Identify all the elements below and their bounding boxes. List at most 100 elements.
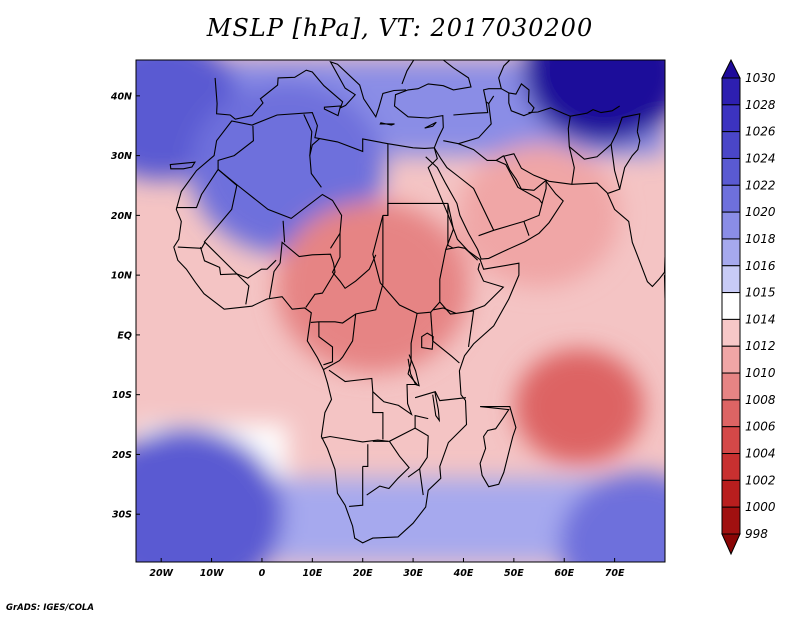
crete-coastline	[379, 122, 395, 126]
plot-frame	[135, 59, 666, 563]
country-border-48	[619, 131, 641, 190]
sicily-coastline	[323, 105, 342, 117]
colorbar-level-label: 1024	[745, 151, 776, 165]
lon-tick-label: 30E	[403, 568, 423, 579]
country-border-28	[349, 466, 364, 507]
longitude-axis: 20W 10W 0 10E 20E 30E 40E 50E 60E 70E	[149, 558, 625, 579]
country-border-29	[362, 444, 369, 467]
lon-tick-label: 10E	[302, 568, 322, 579]
colorbar-level-label: 1004	[745, 447, 776, 461]
country-border-38	[443, 103, 492, 145]
country-border-2	[303, 114, 313, 156]
colorbar-box	[721, 238, 741, 267]
country-border-46	[568, 113, 641, 160]
pressure-center-indian-ocean-high	[559, 472, 665, 562]
colorbar-level-label: 1030	[745, 71, 776, 85]
madagascar-coastline	[479, 406, 517, 488]
country-border-39	[453, 101, 489, 116]
country-border-34	[439, 301, 456, 315]
country-border-49	[482, 88, 502, 105]
coastlines	[169, 60, 665, 544]
colorbar-top-triangle	[721, 58, 741, 79]
lon-tick-label: 10W	[200, 568, 224, 579]
colorbar-box	[721, 372, 741, 401]
arabia-india-coast	[425, 153, 665, 288]
colorbar-box	[721, 479, 741, 508]
country-border-16	[282, 220, 286, 243]
southern-europe-coast	[214, 60, 407, 120]
lat-tick-label: 20N	[111, 211, 132, 222]
colorbar-box	[721, 426, 741, 455]
colorbar: 1030 1028 1026 1024 1022 1020 1018 1016 1015 1014…	[721, 58, 776, 556]
country-border-24	[445, 246, 478, 261]
colorbar-level-label: 1015	[745, 286, 776, 300]
country-border-0	[217, 168, 343, 249]
colorbar-box	[721, 77, 741, 106]
country-border-19	[328, 313, 419, 416]
country-border-27	[321, 435, 388, 443]
africa-coastline	[173, 112, 520, 544]
colorbar-box	[721, 345, 741, 374]
country-border-40	[458, 143, 505, 161]
colorbar-bottom-triangle	[721, 533, 741, 556]
country-border-18	[323, 313, 357, 371]
pressure-center-mozambique-channel-low	[514, 349, 644, 464]
colorbar-box	[721, 184, 741, 213]
colorbar-level-label: 1026	[745, 125, 776, 139]
colorbar-level-label: 1014	[745, 312, 776, 326]
colorbar-box	[721, 131, 741, 159]
pressure-center-central-africa-trough	[276, 201, 470, 374]
country-border-42	[478, 229, 494, 237]
pressure-center-asian-high	[523, 60, 665, 144]
grads-credit: GrADS: IGES/COLA	[6, 603, 94, 613]
lon-tick-label: 20E	[353, 568, 373, 579]
lon-tick-label: 70E	[605, 568, 625, 579]
colorbar-level-label: 998	[745, 527, 768, 541]
latitude-axis: 40N 30N 20N 10N EQ 10S 20S 30S	[110, 91, 140, 521]
levant-turkey-coast	[393, 60, 472, 149]
pressure-field	[136, 60, 665, 562]
country-border-3	[309, 137, 322, 188]
country-border-30	[366, 440, 410, 496]
lon-tick-label: 60E	[554, 568, 574, 579]
lat-tick-label: 30S	[112, 510, 132, 521]
country-border-1	[217, 125, 254, 170]
lon-tick-label: 40E	[453, 568, 474, 579]
colorbar-box	[721, 211, 741, 240]
caspian-sea-coast	[498, 60, 535, 117]
country-border-33	[414, 414, 429, 429]
country-border-43	[523, 221, 530, 236]
country-border-12	[199, 246, 250, 305]
colorbar-box	[721, 506, 741, 535]
country-border-23	[468, 263, 505, 313]
country-border-9	[279, 241, 336, 308]
black-sea-west-coast	[401, 60, 415, 85]
lon-tick-label: 20W	[149, 568, 173, 579]
colorbar-box	[721, 318, 741, 347]
country-border-22	[430, 312, 434, 341]
colorbar-level-label: 1010	[745, 366, 776, 380]
colorbar-level-label: 1000	[745, 500, 776, 514]
country-border-14	[176, 169, 219, 209]
colorbar-level-label: 1022	[745, 178, 776, 192]
canary-islands	[169, 161, 196, 170]
country-border-7	[310, 215, 384, 324]
colorbar-level-label: 1008	[745, 393, 776, 407]
country-border-25	[414, 391, 467, 402]
country-border-15	[203, 168, 238, 243]
country-border-5	[382, 202, 448, 216]
lon-tick-label: 50E	[504, 568, 524, 579]
pressure-center-south-atlantic-high	[136, 428, 284, 562]
lake-malawi	[432, 391, 441, 423]
cyprus-coastline	[424, 121, 437, 129]
colorbar-box	[721, 292, 741, 320]
colorbar-box	[721, 265, 741, 294]
lon-tick-label: 0	[259, 568, 266, 579]
country-border-31	[407, 468, 420, 478]
sri-lanka-coastline	[663, 274, 665, 299]
country-border-32	[372, 391, 384, 440]
country-border-8	[331, 233, 377, 290]
country-border-11	[236, 259, 277, 279]
country-border-17	[318, 321, 334, 366]
